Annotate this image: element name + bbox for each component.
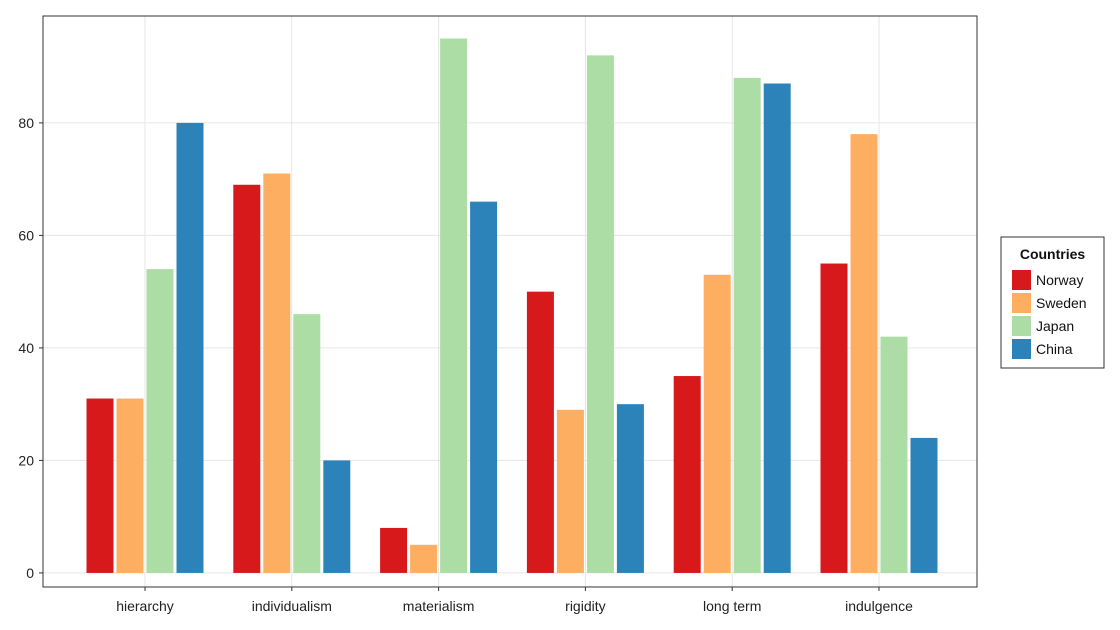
bar-sweden-materialism [410,544,438,573]
bar-china-rigidity [616,404,644,573]
x-tick-label: rigidity [565,598,605,614]
x-tick-label: hierarchy [116,598,174,614]
bar-japan-long-term [733,77,761,573]
bar-sweden-long-term [703,274,731,573]
bar-japan-indulgence [880,336,908,573]
x-tick-label: materialism [403,598,475,614]
bar-japan-hierarchy [146,269,174,573]
legend-title: Countries [1020,246,1086,262]
y-tick-label: 60 [18,227,34,243]
bar-norway-materialism [380,527,408,573]
x-tick-label: long term [703,598,761,614]
legend-swatch-japan [1012,316,1031,336]
x-tick-label: indulgence [845,598,913,614]
bar-norway-rigidity [526,291,554,573]
bar-norway-hierarchy [86,398,114,573]
plot-frame [42,15,978,588]
bar-japan-materialism [440,38,468,573]
bar-norway-individualism [233,184,261,573]
bar-norway-indulgence [820,263,848,573]
y-tick-label: 80 [18,115,34,131]
legend-items: Norway Sweden Japan China [1012,270,1087,359]
bars [86,38,938,573]
axis-labels: 0 20 40 60 80 hierarchy individualism materiali… [18,115,913,614]
y-tick-label: 20 [18,452,34,468]
bar-sweden-rigidity [556,409,584,573]
bar-norway-long-term [673,376,701,573]
legend-label-norway: Norway [1036,272,1083,288]
legend-label-sweden: Sweden [1036,295,1087,311]
bar-sweden-hierarchy [116,398,144,573]
y-tick-label: 40 [18,340,34,356]
legend-swatch-sweden [1012,293,1031,313]
legend-swatch-china [1012,339,1031,359]
bar-china-long-term [763,83,791,573]
y-tick-label: 0 [26,565,34,581]
bar-china-materialism [470,201,498,573]
bar-sweden-indulgence [850,134,878,573]
bar-china-hierarchy [176,122,204,573]
bar-china-indulgence [910,437,938,573]
bar-japan-individualism [293,314,321,573]
bar-japan-rigidity [586,55,614,573]
x-tick-label: individualism [252,598,332,614]
legend: Countries Norway Sweden Japan China [1000,236,1105,369]
bar-china-individualism [323,460,351,573]
legend-swatch-norway [1012,270,1031,290]
legend-label-china: China [1036,341,1073,357]
bar-sweden-individualism [263,173,291,573]
legend-label-japan: Japan [1036,318,1074,334]
